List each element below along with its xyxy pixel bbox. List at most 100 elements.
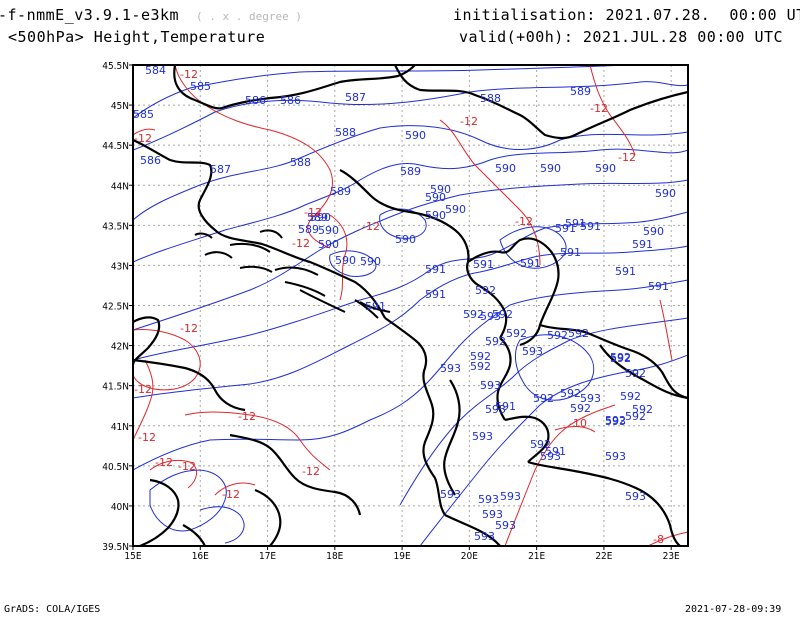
height-contour-label: 590 — [643, 225, 664, 238]
lat-tick-label: 40.5N — [102, 462, 129, 473]
height-contour-label: 590 — [495, 162, 516, 175]
height-contour-label: 593 — [472, 430, 493, 443]
height-contour-label: 592 — [610, 352, 631, 365]
lon-tick-label: 23E — [663, 551, 680, 562]
lat-tick-label: 41.5N — [102, 382, 129, 393]
credit-label: GrADS: COLA/IGES — [4, 604, 101, 615]
temperature-contour-label: -12 — [304, 206, 322, 219]
height-contour-label: 590 — [595, 162, 616, 175]
height-contour-label: 591 — [425, 288, 446, 301]
height-contour-label: 591 — [580, 220, 601, 233]
height-contour-label: 590 — [425, 209, 446, 222]
graticule — [133, 65, 688, 546]
height-contour-label: 585 — [133, 108, 154, 121]
height-contour-label: 593 — [485, 403, 506, 416]
height-contour-label: 589 — [400, 165, 421, 178]
lat-tick-label: 43N — [111, 261, 129, 272]
temperature-contour-label: -12 — [134, 132, 152, 145]
height-contour-label: 592 — [620, 390, 641, 403]
height-contour-label: 593 — [580, 392, 601, 405]
height-contour-label: 592 — [625, 367, 646, 380]
height-contour-label: 590 — [318, 224, 339, 237]
height-contour-label: 592 — [475, 284, 496, 297]
height-contour-label: 591 — [632, 238, 653, 251]
height-contour-label: 590 — [395, 233, 416, 246]
height-contour-label: 593 — [605, 450, 626, 463]
height-contour-label: 586 — [280, 94, 301, 107]
height-contour-label: 591 — [545, 445, 566, 458]
height-contour-label: 590 — [318, 238, 339, 251]
height-contour-label: 590 — [360, 255, 381, 268]
lon-tick-label: 20E — [461, 551, 478, 562]
height-contour-label: 590 — [445, 203, 466, 216]
lon-tick-label: 21E — [528, 551, 545, 562]
latitude-labels: 45.5N 45N 44.5N 44N 43.5N 43N 42.5N 42N 41.5N 41N… — [102, 61, 133, 553]
temperature-contour-label: -12 — [134, 383, 152, 396]
height-contour-label: 592 — [492, 308, 513, 321]
height-contour-label: 590 — [430, 183, 451, 196]
lat-tick-label: 40N — [111, 502, 129, 513]
height-contour-label: 593 — [495, 519, 516, 532]
height-contour-label: 592 — [485, 335, 506, 348]
height-contour-label: 586 — [245, 94, 266, 107]
lat-tick-label: 42N — [111, 342, 129, 353]
height-contour-label: 589 — [307, 211, 328, 224]
height-contour-label: 584 — [145, 64, 166, 77]
height-contour-label: 591 — [520, 257, 541, 270]
height-contour-label: 593 — [540, 450, 561, 463]
height-contour-label: 590 — [655, 187, 676, 200]
temperature-contour-label: -12 — [178, 460, 196, 473]
height-contour-label: 592 — [470, 360, 491, 373]
height-contour-label: 591 — [560, 246, 581, 259]
temperature-contour-label: -12 — [222, 488, 240, 501]
height-contour-label: 592 — [506, 327, 527, 340]
height-contour-label: 592 — [570, 402, 591, 415]
height-contour-label: 586 — [140, 154, 161, 167]
height-contour-label: 589 — [298, 223, 319, 236]
temperature-contour-label: -12 — [292, 237, 310, 250]
lon-tick-label: 16E — [192, 551, 209, 562]
height-contour-label: 590 — [310, 211, 331, 224]
temperature-contour-label: -12 — [362, 220, 380, 233]
height-contour-label: 591 — [473, 258, 494, 271]
height-contour-label: 590 — [540, 162, 561, 175]
height-contour-label: 592 — [610, 351, 631, 364]
height-contour-label: 592 — [625, 410, 646, 423]
model-title: -f-nmmE_v3.9.1-e3km — [0, 6, 180, 24]
height-contour-label: 591 — [565, 217, 586, 230]
temperature-contour-label: -12 — [155, 456, 173, 469]
temperature-contour-label: -10 — [569, 417, 587, 430]
temperature-labels: -12 -12 -12 -12 -12 -12 -12 -12 -12 -12 -12 -12 -12 -… — [134, 68, 664, 546]
height-contour-label: 593 — [482, 508, 503, 521]
height-contour-label: 592 — [568, 327, 589, 340]
temperature-contour-label: -12 — [618, 151, 636, 164]
height-contour-label: 592 — [470, 350, 491, 363]
height-contour-label: 591 — [555, 222, 576, 235]
height-contour-label: 591 — [615, 265, 636, 278]
height-contour-label: 592 — [463, 308, 484, 321]
height-contour-label: 590 — [335, 254, 356, 267]
height-contour-label: 592 — [547, 329, 568, 342]
height-contour-label: 593 — [500, 490, 521, 503]
init-time: initialisation: 2021.07.28. 00:00 UTC — [453, 6, 800, 24]
country-borders — [133, 65, 688, 546]
lat-tick-label: 43.5N — [102, 221, 129, 232]
temperature-contour-label: -12 — [180, 68, 198, 81]
temperature-contour-label: -12 — [515, 215, 533, 228]
lat-tick-label: 45N — [111, 101, 129, 112]
valid-time: valid(+00h): 2021.JUL.28 00:00 UTC — [459, 28, 784, 46]
height-contour-label: 591 — [365, 300, 386, 313]
temperature-contour-label: -12 — [590, 102, 608, 115]
temperature-contour-label: -12 — [460, 115, 478, 128]
fields-title: <500hPa> Height,Temperature — [8, 28, 266, 46]
lat-tick-label: 42.5N — [102, 302, 129, 313]
height-contour-label: 593 — [605, 415, 626, 428]
lon-tick-label: 19E — [394, 551, 411, 562]
height-contour-label: 588 — [290, 156, 311, 169]
lat-tick-label: 45.5N — [102, 61, 129, 72]
lon-tick-label: 18E — [326, 551, 343, 562]
height-contour-label: 592 — [632, 403, 653, 416]
height-contour-label: 587 — [210, 163, 231, 176]
